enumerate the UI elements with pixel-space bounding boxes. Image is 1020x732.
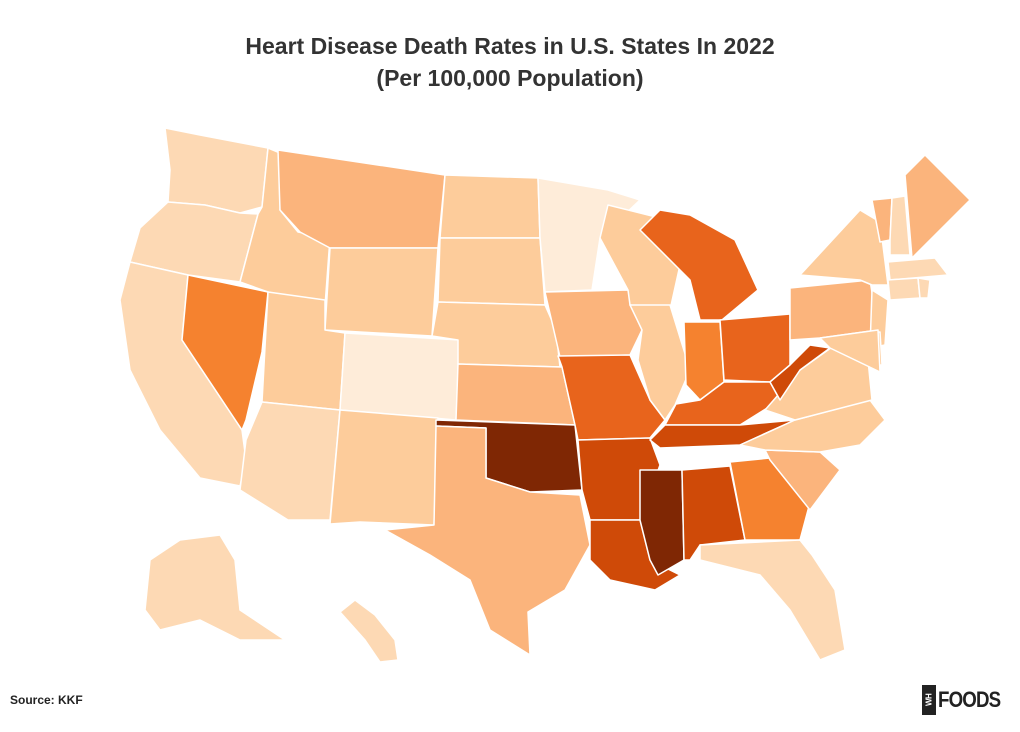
state-sd: [437, 237, 546, 306]
logo-text: FOODS: [938, 687, 1001, 712]
map-title-line-1: Heart Disease Death Rates in U.S. States…: [245, 33, 775, 59]
state-ak: [144, 534, 286, 641]
state-wy: [324, 247, 439, 337]
state-co: [339, 332, 461, 421]
state-az: [239, 401, 341, 521]
state-nm: [329, 409, 439, 526]
state-pa: [789, 279, 879, 341]
state-nd: [439, 174, 541, 239]
map-title-line-2: (Per 100,000 Population): [376, 65, 644, 91]
state-me: [904, 154, 971, 259]
source-note: Source: KKF: [10, 693, 83, 707]
wh-foods-logo: WH FOODS: [922, 684, 1011, 716]
states-layer: [119, 127, 971, 663]
state-ri: [917, 277, 931, 299]
state-md: [819, 329, 881, 373]
state-ia: [544, 289, 643, 358]
state-mt: [277, 149, 446, 249]
state-wa: [164, 127, 269, 214]
state-fl: [699, 539, 846, 661]
state-il: [629, 304, 691, 421]
state-ct: [887, 277, 921, 301]
state-mi: [639, 209, 759, 321]
state-ks: [455, 363, 576, 426]
map-title: Heart Disease Death Rates in U.S. States…: [0, 30, 1020, 94]
state-ny: [799, 209, 889, 286]
logo-mark: WH: [922, 685, 936, 715]
state-oh: [719, 313, 791, 383]
state-tx: [384, 425, 591, 656]
state-ma: [887, 257, 949, 281]
state-hi: [339, 599, 399, 663]
state-nh: [889, 195, 911, 256]
